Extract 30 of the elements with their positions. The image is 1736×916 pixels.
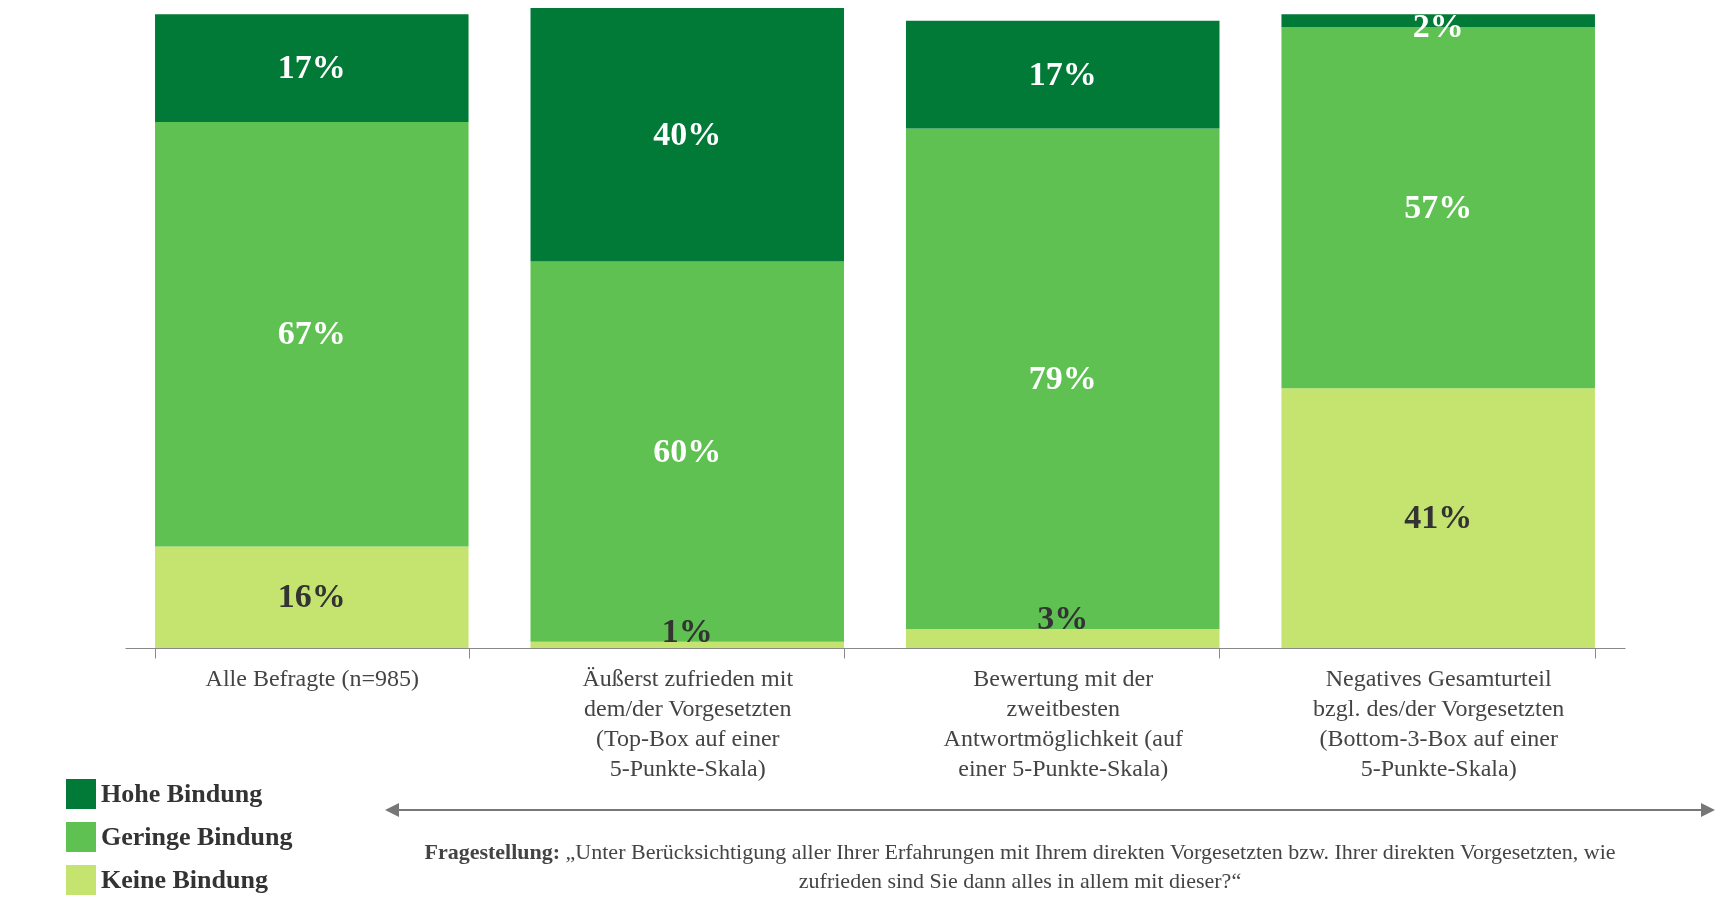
data-label: 2% (1412, 7, 1464, 45)
data-label: 16% (277, 577, 346, 615)
bar (530, 8, 845, 262)
data-label: 3% (1037, 599, 1089, 637)
bar (905, 128, 1220, 629)
x-tick-label: Negatives Gesamturteil bzgl. des/der Vorgesetzten (Bottom-3-Box auf einer 5-Punkte-Skala) (1313, 664, 1565, 781)
x-tick-label: Äußerst zufrieden mit dem/der Vorgesetzten (Top-Box auf einer 5-Punkte-Skala) (582, 664, 794, 781)
bar (530, 261, 845, 642)
legend-label: Hohe Bindung (101, 779, 263, 808)
data-label: 17% (277, 48, 346, 86)
bar (155, 122, 469, 547)
bar (155, 14, 469, 123)
x-tick-label: Alle Befragte (n=985) (205, 664, 420, 691)
data-label: 57% (1404, 187, 1473, 225)
data-label: 17% (1028, 54, 1097, 92)
x-tick-label: Bewertung mit der zweitbesten Antwortmöglichkeit (auf einer 5-Punkte-Skala) (943, 664, 1183, 781)
data-label: 40% (653, 114, 722, 152)
bar (905, 20, 1220, 129)
bar (155, 546, 469, 648)
legend-label: Geringe Bindung (101, 822, 293, 851)
data-label: 1% (661, 612, 713, 650)
legend-label: Keine Bindung (101, 865, 268, 894)
bar (1281, 388, 1595, 648)
text: Fragestellung: „Unter Berücksichtigung aller Ihrer Erfahrungen mit Ihrem direkten Vorgesetzten bzw. Ihrer direkten Vorgesetzten, wie zufrieden sind Sie dann alles in allem mit dieser?“ (423, 838, 1617, 895)
data-label: 79% (1028, 358, 1097, 396)
data-label: 67% (277, 314, 346, 352)
bar (530, 641, 845, 648)
bar (905, 628, 1220, 648)
data-label: 41% (1404, 498, 1473, 536)
data-label: 60% (653, 431, 722, 469)
